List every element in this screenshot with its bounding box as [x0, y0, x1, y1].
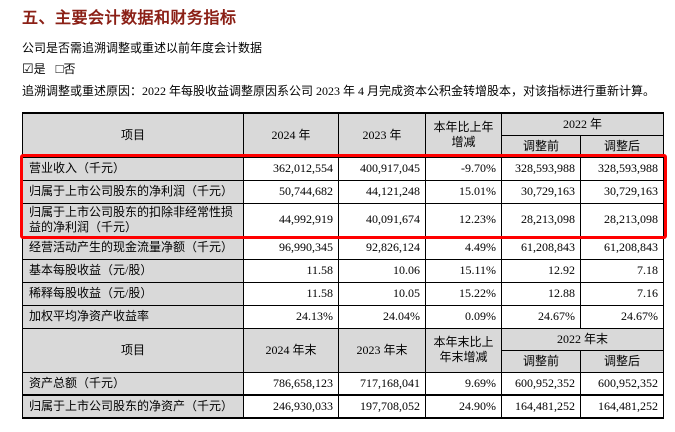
item-label-cell: 归属于上市公司股东的净资产（千元）: [22, 394, 244, 419]
financial-indicators-table: 项目 2024 年 2023 年 本年比上年增减 2022 年 调整前 调整后 …: [22, 112, 665, 419]
period-end-rows: 资产总额（千元） 786,658,123 717,168,041 9.69% 6…: [22, 371, 665, 419]
restatement-reason: 追溯调整或重述原因：2022 年每股收益调整原因系公司 2023 年 4 月完成…: [22, 84, 656, 98]
section-title: 五、主要会计数据和财务指标: [22, 10, 237, 27]
item-label-cell: 稀释每股收益（元/股）: [22, 281, 244, 306]
value-cell: 44,992,919: [243, 202, 339, 237]
value-cell: 7.16: [579, 281, 665, 306]
header-item: 项目: [22, 327, 244, 373]
value-cell: 15.11%: [425, 258, 502, 283]
value-cell: 12.23%: [425, 202, 502, 237]
checked-checkbox-icon: ☑: [22, 61, 34, 76]
yes-option: ☑是: [22, 61, 46, 76]
value-cell: 0.09%: [425, 304, 502, 329]
table-row-revenue: 营业收入（千元） 362,012,554 400,917,045 -9.70% …: [22, 156, 665, 181]
value-cell: 24.67%: [501, 304, 581, 329]
value-cell: 44,121,248: [338, 179, 426, 204]
value-cell: 10.05: [338, 281, 426, 306]
value-cell: 40,091,674: [338, 202, 426, 237]
value-cell: 197,708,052: [338, 394, 426, 419]
value-cell: 12.92: [501, 258, 581, 283]
item-label-cell: 营业收入（千元）: [22, 156, 244, 181]
value-cell: 164,481,252: [579, 394, 665, 419]
restatement-question: 公司是否需追溯调整或重述以前年度会计数据: [22, 41, 263, 55]
value-cell: 362,012,554: [243, 156, 339, 181]
value-cell: 246,930,033: [243, 394, 339, 419]
header-2024: 2024 年: [243, 112, 339, 158]
value-cell: 12.88: [501, 281, 581, 306]
value-cell: 30,729,163: [579, 179, 665, 204]
table-row-net-profit-excl-nonrecurring: 归属于上市公司股东的扣除非经常性损益的净利润（千元） 44,992,919 40…: [22, 202, 665, 237]
header-row-top: 项目 2024 年末 2023 年末 本年末比上年末增减 2022 年末: [22, 327, 665, 373]
value-cell: 30,729,163: [501, 179, 581, 204]
table-row-net-assets: 归属于上市公司股东的净资产（千元） 246,930,033 197,708,05…: [22, 394, 665, 419]
value-cell: 15.01%: [425, 179, 502, 204]
value-cell: 717,168,041: [338, 371, 426, 396]
header-item: 项目: [22, 112, 244, 158]
unchecked-checkbox-icon: □: [55, 61, 64, 76]
item-label-cell: 经营活动产生的现金流量净额（千元）: [22, 235, 244, 260]
header-2022-end: 2022 年末: [500, 327, 665, 351]
value-cell: 600,952,352: [579, 371, 665, 396]
value-cell: 10.06: [338, 258, 426, 283]
value-cell: 28,213,098: [501, 202, 581, 237]
value-cell: 24.13%: [243, 304, 339, 329]
table-row-total-assets: 资产总额（千元） 786,658,123 717,168,041 9.69% 6…: [22, 371, 665, 396]
table-row-operating-cashflow: 经营活动产生的现金流量净额（千元） 96,990,345 92,826,124 …: [22, 235, 665, 260]
restatement-answer-line: ☑是 □否: [22, 60, 83, 77]
value-cell: 96,990,345: [243, 235, 339, 260]
value-cell: 11.58: [243, 281, 339, 306]
table-row-basic-eps: 基本每股收益（元/股） 11.58 10.06 15.11% 12.92 7.1…: [22, 258, 665, 283]
header-row-sub: 调整前 调整后: [23, 134, 665, 158]
table-row-weighted-roe: 加权平均净资产收益率 24.13% 24.04% 0.09% 24.67% 24…: [22, 304, 665, 329]
no-option: □否: [55, 61, 76, 76]
value-cell: 164,481,252: [501, 394, 581, 419]
value-cell: 50,744,682: [243, 179, 339, 204]
table-row-diluted-eps: 稀释每股收益（元/股） 11.58 10.05 15.22% 12.88 7.1…: [22, 281, 665, 306]
header-before-adjust: 调整前: [501, 134, 581, 158]
item-label-cell: 资产总额（千元）: [22, 371, 244, 396]
highlighted-rows: 营业收入（千元） 362,012,554 400,917,045 -9.70% …: [22, 156, 665, 237]
header-after-adjust: 调整后: [579, 134, 665, 158]
header-after-adjust: 调整后: [579, 349, 665, 373]
item-label-cell: 加权平均净资产收益率: [22, 304, 244, 329]
header-change-end: 本年末比上年末增减: [425, 327, 502, 373]
value-cell: 328,593,988: [501, 156, 581, 181]
value-cell: -9.70%: [425, 156, 502, 181]
value-cell: 786,658,123: [243, 371, 339, 396]
yes-label: 是: [33, 62, 46, 76]
value-cell: 92,826,124: [338, 235, 426, 260]
value-cell: 24.67%: [579, 304, 665, 329]
no-label: 否: [63, 62, 76, 76]
table-row-net-profit: 归属于上市公司股东的净利润（千元） 50,744,682 44,121,248 …: [22, 179, 665, 204]
header-2023: 2023 年: [338, 112, 426, 158]
item-label-cell: 归属于上市公司股东的扣除非经常性损益的净利润（千元）: [22, 202, 244, 237]
value-cell: 24.04%: [338, 304, 426, 329]
value-cell: 328,593,988: [579, 156, 665, 181]
value-cell: 61,208,843: [501, 235, 581, 260]
value-cell: 9.69%: [425, 371, 502, 396]
header-2022: 2022 年: [500, 112, 665, 136]
value-cell: 61,208,843: [579, 235, 665, 260]
value-cell: 4.49%: [425, 235, 502, 260]
annual-header: 项目 2024 年 2023 年 本年比上年增减 2022 年 调整前 调整后: [22, 112, 665, 158]
header-before-adjust: 调整前: [501, 349, 581, 373]
annual-rows: 经营活动产生的现金流量净额（千元） 96,990,345 92,826,124 …: [22, 235, 665, 329]
item-label-cell: 基本每股收益（元/股）: [22, 258, 244, 283]
header-row-sub: 调整前 调整后: [23, 349, 665, 373]
header-2023-end: 2023 年末: [338, 327, 426, 373]
value-cell: 11.58: [243, 258, 339, 283]
item-label-cell: 归属于上市公司股东的净利润（千元）: [22, 179, 244, 204]
value-cell: 24.90%: [425, 394, 502, 419]
value-cell: 400,917,045: [338, 156, 426, 181]
header-2024-end: 2024 年末: [243, 327, 339, 373]
value-cell: 600,952,352: [501, 371, 581, 396]
value-cell: 28,213,098: [579, 202, 665, 237]
value-cell: 15.22%: [425, 281, 502, 306]
value-cell: 7.18: [579, 258, 665, 283]
period-end-header: 项目 2024 年末 2023 年末 本年末比上年末增减 2022 年末 调整前…: [22, 327, 665, 373]
header-change: 本年比上年增减: [425, 112, 502, 158]
header-row-top: 项目 2024 年 2023 年 本年比上年增减 2022 年: [22, 112, 665, 158]
